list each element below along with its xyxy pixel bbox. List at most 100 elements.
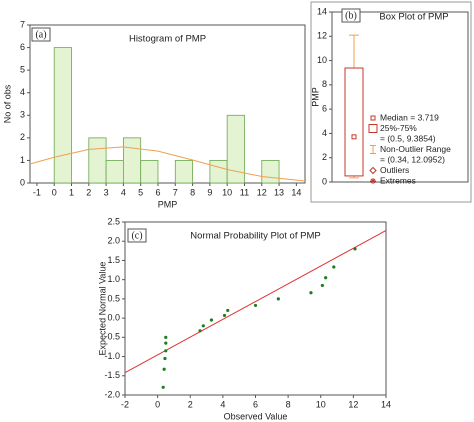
x-tick-label: 14	[381, 399, 391, 409]
plot-frame	[29, 24, 306, 184]
point	[276, 297, 280, 301]
y-tick-label: 12	[317, 31, 327, 41]
y-axis-label: No of obs	[2, 84, 12, 123]
x-tick-label: 12	[257, 187, 267, 197]
y-tick-label: 1.0	[107, 274, 120, 284]
panel-frame	[310, 1, 472, 203]
panel-label: (a)	[35, 29, 46, 40]
histogram-bar	[174, 160, 193, 184]
x-tick-label: 4	[121, 187, 126, 197]
chart-title: Histogram of PMP	[129, 34, 206, 45]
histogram-bar	[122, 137, 142, 184]
x-tick-label: 2	[86, 187, 91, 197]
panel-label: (b)	[345, 10, 357, 21]
y-tick-label: 2	[20, 132, 25, 142]
legend-label: Median = 3.719	[380, 112, 439, 122]
normal-curve	[29, 146, 306, 182]
point	[163, 356, 167, 361]
x-tick-label: 2	[188, 399, 193, 409]
panel-label-box	[341, 8, 361, 23]
legend-label: 25%-75%	[380, 123, 417, 133]
x-tick-label: -1	[33, 187, 41, 197]
x-tick-label: 5	[138, 187, 143, 197]
y-tick-label: 4	[322, 128, 327, 138]
x-axis-label: Observed Value	[224, 411, 288, 421]
legend-marker	[369, 166, 377, 175]
panel-label-box	[127, 228, 147, 243]
point	[222, 313, 227, 318]
y-tick-label: -1.0	[104, 351, 120, 361]
legend-label: Non-Outlier Range	[380, 144, 451, 154]
point	[164, 349, 168, 353]
point	[226, 308, 230, 313]
y-tick-label: 6	[322, 104, 327, 114]
x-tick-label: 9	[207, 187, 212, 197]
x-tick-label: 8	[190, 187, 195, 197]
histogram-bar	[88, 137, 107, 184]
y-tick-label: -0.5	[104, 332, 120, 342]
x-tick-label: -2	[121, 399, 129, 409]
histogram-bar	[53, 47, 72, 184]
y-tick-label: 3	[20, 110, 25, 120]
histogram-bar	[261, 160, 280, 184]
plot-frame	[331, 11, 469, 183]
y-tick-label: 1	[20, 155, 25, 165]
x-tick-label: 10	[222, 187, 232, 197]
x-tick-label: 13	[274, 187, 284, 197]
legend-marker	[370, 145, 376, 154]
legend-marker	[370, 178, 376, 184]
x-tick-label: 12	[348, 399, 358, 409]
point	[161, 385, 165, 389]
legend-marker	[368, 124, 378, 133]
x-tick-label: 8	[286, 399, 291, 409]
y-tick-label: 7	[20, 19, 25, 29]
y-tick-label: 14	[317, 6, 327, 16]
chart-title: Normal Probability Plot of PMP	[190, 231, 320, 242]
histogram-bar	[105, 160, 124, 184]
legend-label: = (0.34, 12.0952)	[380, 154, 445, 164]
point	[162, 367, 166, 371]
box	[344, 67, 364, 177]
x-axis-label: PMP	[158, 199, 178, 209]
y-tick-label: -1.5	[104, 370, 120, 380]
y-tick-label: -2.0	[104, 389, 120, 399]
point	[198, 329, 202, 333]
legend-label: Outliers	[380, 165, 409, 175]
y-tick-label: 0	[322, 176, 327, 186]
x-tick-label: 11	[240, 187, 249, 197]
y-tick-label: 10	[317, 55, 327, 65]
y-tick-label: 2.0	[107, 236, 120, 246]
x-tick-label: 0	[155, 399, 160, 409]
point	[164, 341, 168, 345]
x-tick-label: 6	[155, 187, 160, 197]
chart-title: Box Plot of PMP	[379, 12, 448, 23]
reference-line	[124, 230, 387, 374]
y-tick-label: 0.5	[107, 293, 120, 303]
x-tick-label: 0	[52, 187, 57, 197]
y-tick-label: 1.5	[107, 255, 120, 265]
histogram-bar	[226, 114, 245, 184]
y-tick-label: 6	[20, 42, 25, 52]
histogram-bar	[140, 160, 159, 184]
y-axis-label: Expected Normal Value	[97, 262, 107, 356]
x-tick-label: 7	[173, 187, 178, 197]
y-tick-label: 0.0	[107, 312, 120, 322]
y-tick-label: 2.5	[107, 216, 120, 226]
legend-label: Extremes	[380, 175, 416, 185]
x-tick-label: 6	[253, 399, 258, 409]
y-tick-label: 8	[322, 79, 327, 89]
x-tick-label: 1	[69, 187, 74, 197]
point	[164, 335, 168, 339]
y-tick-label: 2	[322, 152, 327, 162]
x-tick-label: 10	[316, 399, 326, 409]
x-tick-label: 3	[104, 187, 109, 197]
panel-label: (c)	[131, 230, 142, 241]
point	[201, 324, 205, 328]
panel-label-box	[31, 27, 51, 42]
legend-marker	[370, 115, 376, 121]
y-tick-label: 0	[20, 177, 25, 187]
point	[309, 291, 313, 295]
point	[253, 303, 258, 308]
x-tick-label: 4	[220, 399, 225, 409]
